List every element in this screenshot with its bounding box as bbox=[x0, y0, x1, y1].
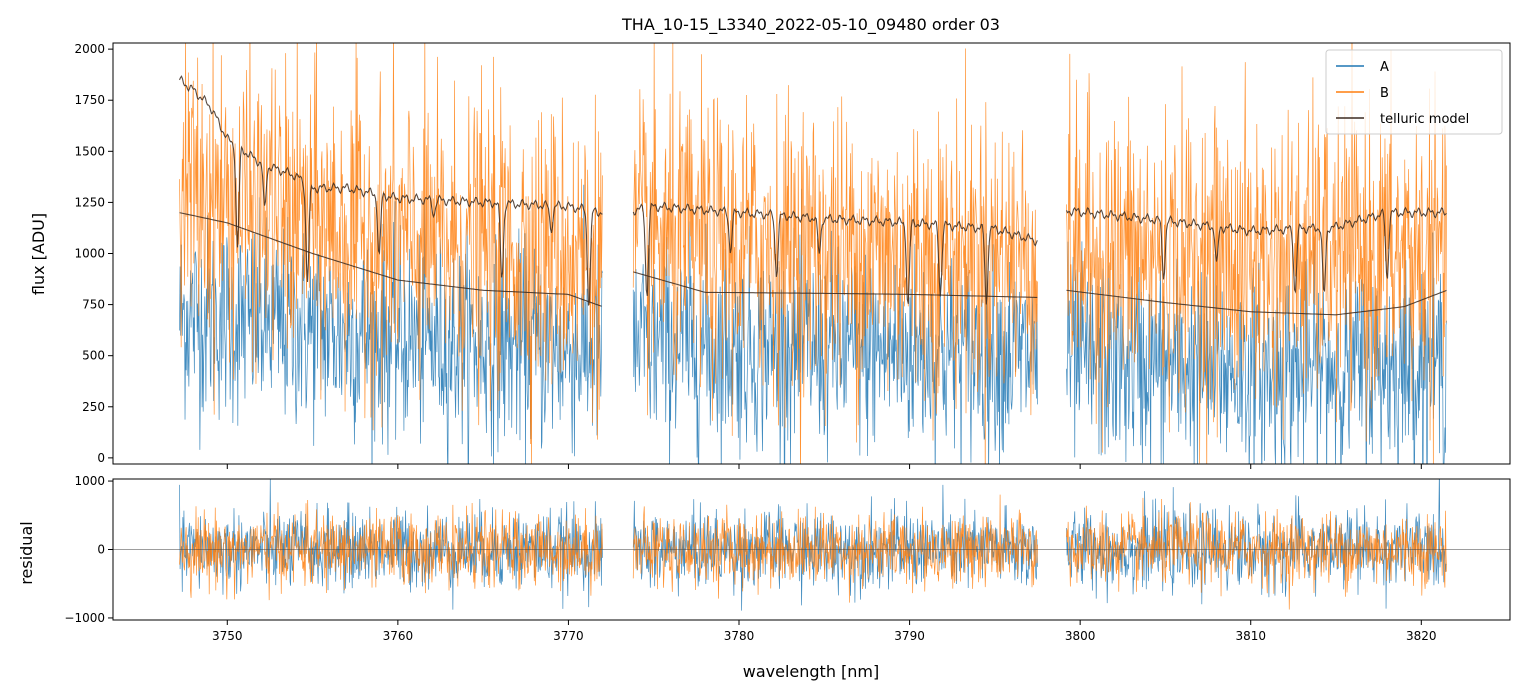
series-continuum-segment-2 bbox=[1066, 289, 1447, 316]
residual-y-axis-label: residual bbox=[17, 521, 36, 584]
flux-ytick-label: 500 bbox=[82, 349, 105, 363]
flux-ytick-label: 2000 bbox=[74, 42, 105, 56]
residual-ytick-label: −1000 bbox=[64, 611, 105, 625]
residual-series-b-segment-2 bbox=[1066, 497, 1447, 610]
xtick-label: 3820 bbox=[1406, 629, 1437, 643]
series-telluric-model-segment-0 bbox=[178, 75, 603, 306]
xtick-label: 3810 bbox=[1235, 629, 1266, 643]
flux-ytick-label: 1250 bbox=[74, 195, 105, 209]
series-continuum-segment-0 bbox=[179, 212, 602, 307]
flux-ytick-label: 1000 bbox=[74, 247, 105, 261]
residual-ytick-label: 0 bbox=[97, 543, 105, 557]
legend-label-b: B bbox=[1380, 86, 1389, 101]
legend-box bbox=[1325, 49, 1503, 135]
xtick-label: 3770 bbox=[553, 629, 584, 643]
flux-panel: 0 250 500 750 1000 1250 1500 1750 2000 flux [ADU… bbox=[29, 42, 1511, 469]
series-b-segment-1 bbox=[632, 43, 1038, 464]
xtick-label: 3760 bbox=[383, 629, 414, 643]
xtick-label: 3790 bbox=[894, 629, 925, 643]
flux-ytick-label: 0 bbox=[97, 451, 105, 465]
chart-title: THA_10-15_L3340_2022-05-10_09480 order 0… bbox=[621, 15, 1000, 35]
flux-ytick-label: 750 bbox=[82, 298, 105, 312]
flux-ytick-label: 1750 bbox=[74, 93, 105, 107]
xtick-label: 3800 bbox=[1065, 629, 1096, 643]
residual-ytick-label: 1000 bbox=[74, 474, 105, 488]
legend-label-a: A bbox=[1380, 60, 1389, 75]
series-telluric-model-segment-1 bbox=[632, 201, 1038, 305]
residual-series-b-segment-0 bbox=[179, 500, 603, 601]
series-b-segment-0 bbox=[179, 43, 603, 464]
xtick-label: 3780 bbox=[724, 629, 755, 643]
flux-ytick-label: 250 bbox=[82, 400, 105, 414]
flux-y-axis-label: flux [ADU] bbox=[29, 213, 48, 295]
series-continuum-segment-1 bbox=[633, 271, 1038, 298]
series-telluric-model-segment-2 bbox=[1065, 206, 1447, 294]
flux-ytick-label: 1500 bbox=[74, 144, 105, 158]
residual-panel: −1000 0 1000 3750 3760 3770 3780 3790 3800 3810 3… bbox=[17, 474, 1511, 681]
xtick-label: 3750 bbox=[212, 629, 243, 643]
x-axis-label: wavelength [nm] bbox=[743, 662, 880, 681]
legend: A B telluric model bbox=[1325, 49, 1503, 135]
legend-label-telluric: telluric model bbox=[1380, 112, 1469, 127]
residual-series-b-segment-1 bbox=[632, 494, 1038, 603]
